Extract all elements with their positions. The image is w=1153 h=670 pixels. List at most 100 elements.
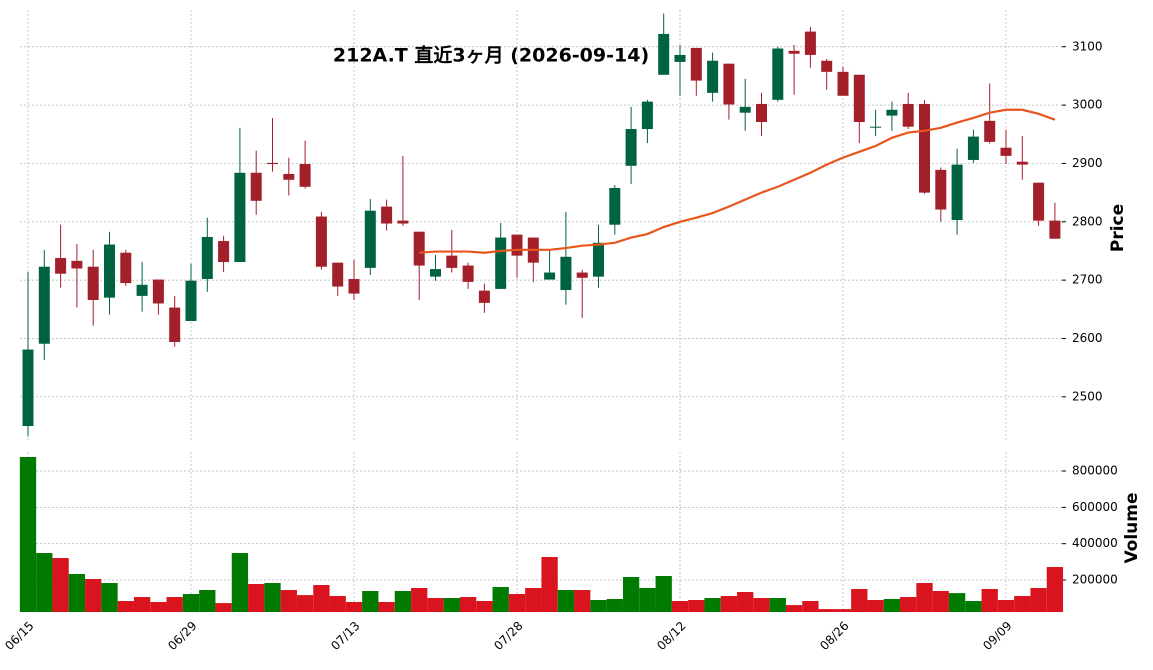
candle-body (641, 101, 653, 130)
volume-bar (557, 590, 575, 612)
volume-bar (753, 598, 770, 612)
volume-bar (199, 590, 216, 612)
volume-bar (459, 597, 477, 612)
candle-body (609, 187, 621, 225)
volume-bar (737, 592, 754, 612)
volume-bar (248, 584, 265, 612)
candle-body (315, 216, 327, 267)
candle-body (71, 260, 83, 269)
candle-body (87, 266, 99, 300)
y-tick-label: 2700 (1072, 273, 1103, 287)
volume-bar (280, 590, 297, 612)
volume-bar (948, 593, 966, 612)
candle-body (364, 210, 376, 268)
volume-bar (671, 601, 689, 612)
volume-bar (68, 574, 86, 612)
x-tick-label: 07/13 (328, 619, 362, 653)
volume-bar (166, 597, 183, 612)
volume-bar (867, 600, 884, 612)
volume-bar (85, 579, 102, 612)
candle-body (674, 54, 686, 62)
y-tick-label: 2800 (1072, 214, 1103, 228)
candle-body (804, 31, 816, 55)
candle-body (739, 106, 751, 113)
volume-bar (916, 583, 933, 612)
candle-body (332, 262, 344, 287)
candle-body (120, 252, 132, 284)
candle-body (658, 33, 670, 75)
candle-body (788, 50, 800, 54)
volume-bar (883, 599, 901, 612)
volume-bar (639, 588, 656, 612)
candle-body (397, 220, 409, 224)
x-tick-label: 08/12 (654, 619, 688, 653)
x-tick-label: 06/29 (165, 619, 199, 653)
volume-bar (932, 591, 949, 612)
volume-bar (785, 605, 803, 612)
volume-bar (345, 602, 363, 612)
y-tick-label: 200000 (1072, 573, 1118, 587)
candle-body (919, 103, 930, 193)
candle-body (870, 126, 882, 128)
candle-body (136, 284, 148, 296)
candle-body (38, 266, 50, 344)
candle-body (478, 290, 490, 303)
candle-body (821, 60, 833, 72)
candle-body (511, 234, 523, 256)
volume-bar (851, 589, 868, 612)
moving-average-line (419, 108, 1056, 254)
volume-bar (150, 602, 167, 612)
candle-body (902, 103, 914, 127)
candle-body (250, 172, 262, 201)
candle-body (723, 63, 735, 105)
volume-bar (329, 596, 346, 612)
volume-bar (508, 594, 526, 612)
volume-bar (1014, 596, 1031, 612)
candle-body (218, 241, 230, 263)
volume-bar (492, 587, 509, 612)
candle-body (984, 120, 996, 142)
candle-body (348, 278, 360, 294)
candle-body (756, 103, 767, 123)
volume-bar (52, 558, 69, 612)
volume-bar (622, 577, 640, 612)
volume-bar (997, 600, 1015, 612)
volume-bar (900, 597, 917, 612)
candle-body (446, 255, 458, 268)
volume-bar (704, 598, 721, 612)
candle-body (55, 257, 67, 274)
volume-bar (313, 585, 330, 612)
volume-bar (443, 598, 460, 612)
candle-body (1000, 147, 1012, 156)
volume-bar (525, 588, 542, 612)
y-tick-label: 2900 (1072, 156, 1103, 170)
volume-bar (720, 596, 738, 612)
volume-axis-label: Volume (1122, 492, 1142, 563)
price-axis-label: Price (1108, 204, 1128, 252)
volume-bar (231, 553, 249, 612)
volume-bar (215, 603, 232, 612)
volume-bar (769, 598, 786, 612)
candle-body (152, 279, 164, 304)
candle-body (935, 169, 947, 210)
volume-bar (606, 599, 623, 612)
candle-body (886, 109, 898, 116)
volume-bar (655, 576, 672, 612)
candle-body (593, 242, 604, 277)
candle-body (22, 349, 34, 426)
volume-bar (818, 609, 835, 612)
candle-body (299, 164, 311, 187)
volume-bar (541, 557, 558, 612)
volume-bar (264, 583, 281, 612)
candle-body (104, 244, 115, 298)
candle-body (267, 162, 278, 165)
volume-bar (688, 600, 705, 612)
volume-bar (965, 601, 982, 612)
y-tick-label: 600000 (1072, 500, 1118, 514)
volume-bar (590, 600, 607, 612)
y-tick-label: 400000 (1072, 536, 1118, 550)
x-tick-label: 07/28 (491, 619, 525, 653)
candle-body (381, 206, 393, 224)
candle-body (1033, 182, 1045, 221)
